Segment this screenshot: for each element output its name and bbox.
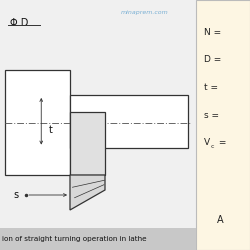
Bar [196, 0, 250, 250]
Text: N =: N = [204, 28, 221, 37]
Text: t =: t = [204, 83, 218, 92]
Text: Φ D: Φ D [10, 18, 29, 28]
Text: V: V [204, 138, 210, 147]
Bar [70, 95, 188, 148]
Text: A: A [217, 215, 223, 225]
Text: ion of straight turning operation in lathe: ion of straight turning operation in lat… [2, 236, 147, 242]
Text: s =: s = [204, 110, 219, 120]
Bar [5, 70, 70, 175]
Bar [0, 228, 196, 250]
Bar [70, 112, 105, 175]
Polygon shape [70, 175, 105, 210]
Text: t: t [49, 125, 52, 135]
Text: s: s [14, 190, 19, 200]
Text: minaprem.com: minaprem.com [121, 10, 169, 15]
Text: c: c [211, 144, 214, 150]
Text: D =: D = [204, 56, 221, 64]
Text: =: = [216, 138, 226, 147]
